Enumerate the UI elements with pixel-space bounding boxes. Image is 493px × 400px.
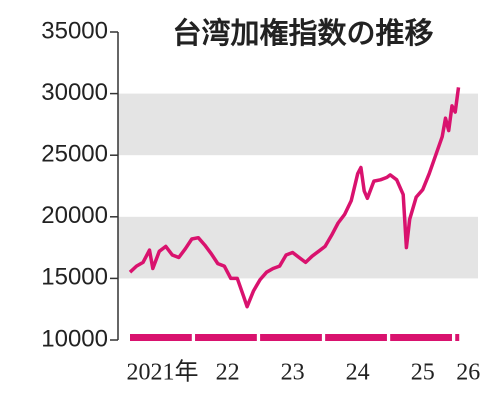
- chart-title: 台湾加権指数の推移: [172, 16, 433, 50]
- y-tick-label: 35000: [41, 17, 108, 44]
- y-tick-label: 20000: [41, 202, 108, 229]
- x-tick-segment: [260, 334, 322, 341]
- x-tick-segment: [455, 334, 460, 341]
- title-box: [128, 8, 478, 60]
- x-tick-segment: [390, 334, 452, 341]
- x-tick-segment: [195, 334, 257, 341]
- plot-area: 10000 15000 20000 25000 30000 35000 2021年 22 23 2…: [41, 17, 480, 385]
- y-tick-label: 15000: [41, 264, 108, 291]
- x-tick-label: 23: [281, 360, 305, 386]
- x-tick-label: 25: [411, 360, 435, 386]
- grid-band: [118, 216, 478, 279]
- x-tick-label: 26: [456, 360, 480, 386]
- grid-band: [118, 93, 478, 156]
- x-tick-label: 2021年: [127, 359, 199, 386]
- y-tick-label: 30000: [41, 79, 108, 106]
- y-tick-label: 25000: [41, 141, 108, 168]
- y-tick-label: 10000: [41, 325, 108, 352]
- x-tick-label: 24: [346, 360, 370, 386]
- x-tick-segment: [325, 334, 387, 341]
- data-line: [128, 87, 461, 309]
- x-tick-label: 22: [216, 360, 240, 386]
- x-tick-segment: [130, 334, 192, 341]
